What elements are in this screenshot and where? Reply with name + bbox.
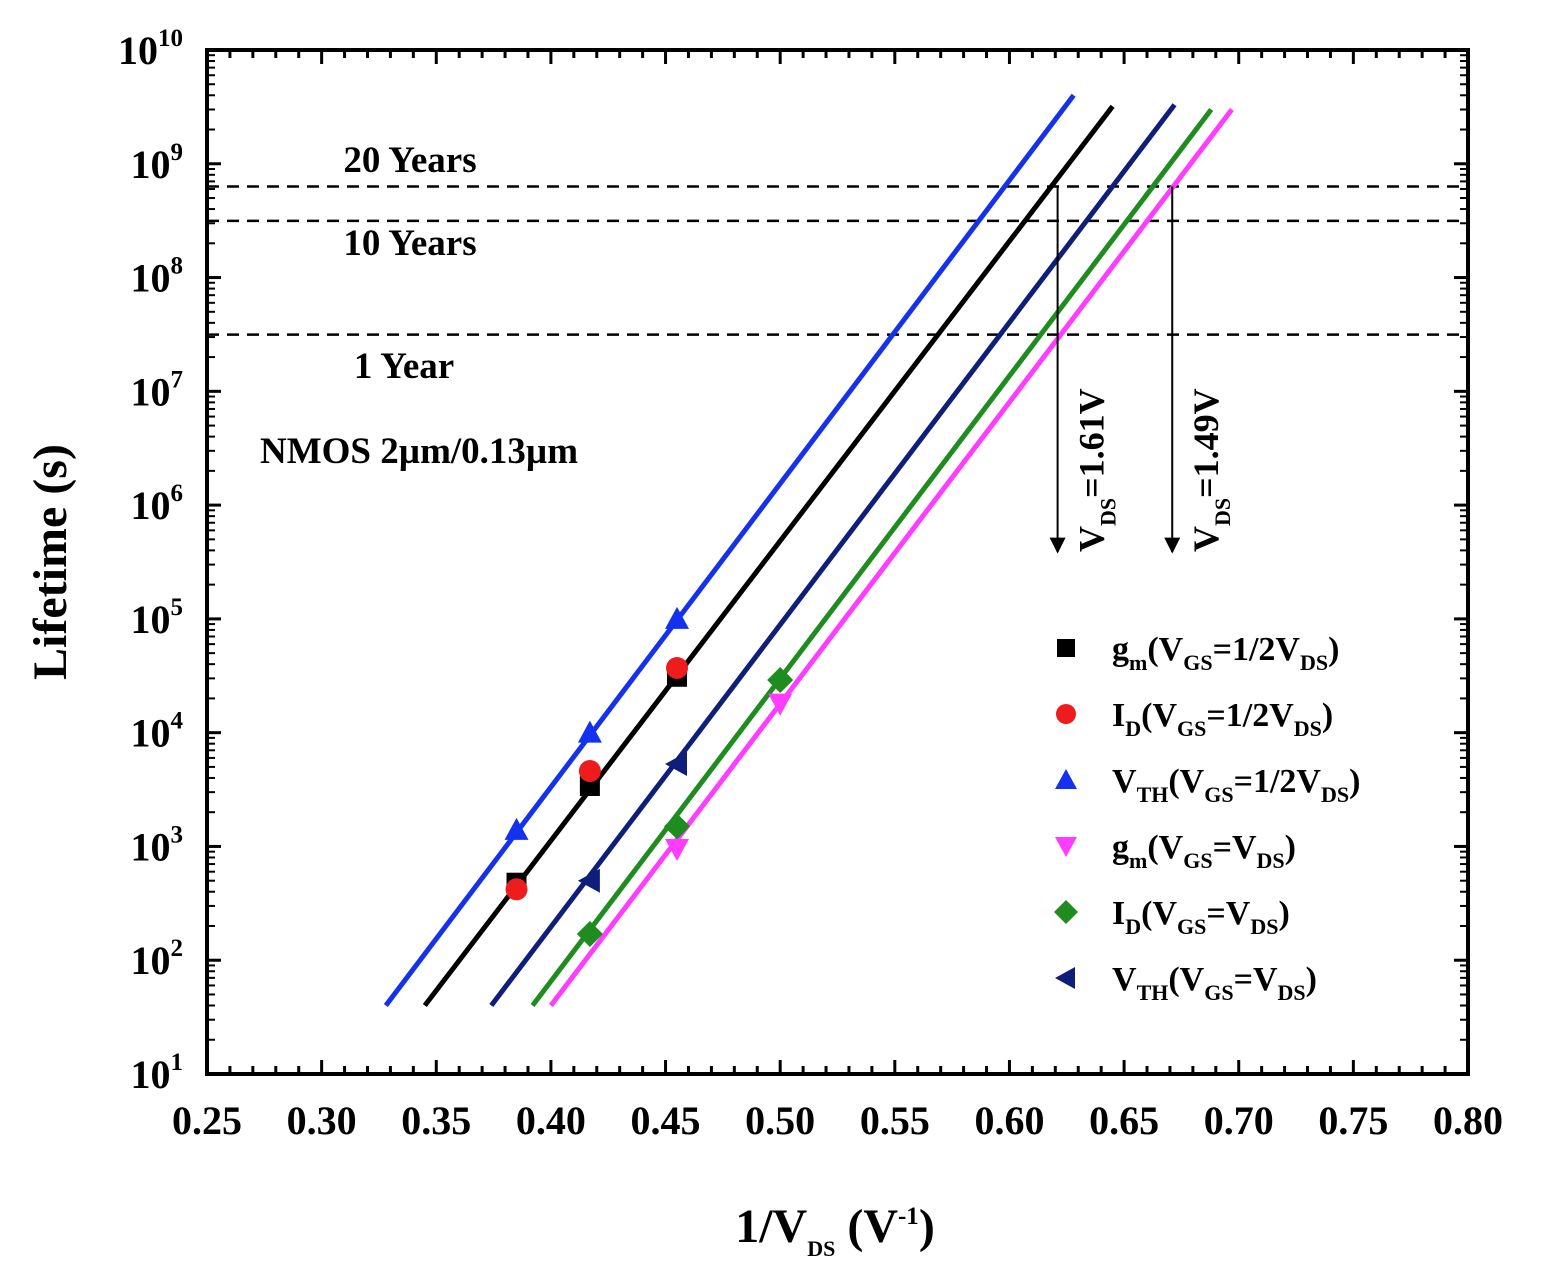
data-point — [666, 657, 689, 680]
data-point — [664, 813, 691, 840]
data-point — [665, 838, 690, 861]
x-tick-label: 0.25 — [172, 1098, 242, 1143]
axes-layer: 0.25 0.30 0.35 0.40 0.45 0.50 0.55 0.60 0.65 0.70… — [24, 25, 1503, 1261]
fit-line — [548, 107, 1234, 1008]
x-tick-label: 0.50 — [745, 1098, 815, 1143]
y-tick-label: 105 — [131, 594, 184, 642]
annotations-layer: VDS=1.61V VDS=1.49V NMOS 2µm/0.13µm — [260, 186, 1235, 554]
x-tick-label: 0.40 — [516, 1098, 586, 1143]
legend-marker — [1055, 967, 1075, 989]
y-tick-label: 103 — [131, 821, 184, 869]
data-point — [665, 606, 690, 629]
data-point — [665, 752, 688, 777]
y-tick-label: 101 — [131, 1049, 184, 1097]
y-tick-label: 107 — [131, 366, 184, 414]
legend-marker — [1055, 769, 1077, 789]
y-tick-label: 102 — [131, 935, 184, 983]
reference-line-label: 20 Years — [343, 140, 476, 181]
y-tick-label: 104 — [131, 708, 184, 756]
reference-line-label: 1 Year — [354, 346, 454, 387]
reference-lines-layer: 20 Years 10 Years 1 Year — [207, 140, 1468, 387]
legend-label: gm(VGS=VDS) — [1112, 829, 1296, 873]
x-tick-label: 0.70 — [1204, 1098, 1274, 1143]
x-tick-label: 0.60 — [974, 1098, 1044, 1143]
x-tick-label: 0.30 — [287, 1098, 357, 1143]
data-point — [767, 667, 794, 694]
legend-marker — [1055, 837, 1077, 857]
fit-line — [383, 93, 1076, 1008]
data-point — [505, 878, 528, 901]
y-axis-label: Lifetime (s) — [24, 444, 77, 680]
x-tick-label: 0.65 — [1089, 1098, 1159, 1143]
fit-line — [422, 104, 1115, 1008]
vds-arrow-label: VDS=1.61V — [1072, 388, 1121, 552]
x-axis-label: 1/VDS (V-1) — [735, 1200, 935, 1261]
y-tick-label: 1010 — [118, 25, 183, 73]
legend-marker — [1057, 639, 1075, 657]
data-point — [577, 720, 602, 743]
device-label: NMOS 2µm/0.13µm — [260, 431, 578, 472]
data-point — [504, 817, 529, 840]
legend-label: VTH(VGS=1/2VDS) — [1112, 763, 1360, 807]
reference-line-label: 10 Years — [343, 223, 476, 264]
x-tick-label: 0.80 — [1433, 1098, 1503, 1143]
x-tick-label: 0.45 — [631, 1098, 701, 1143]
data-point — [579, 775, 600, 796]
legend: gm(VGS=1/2VDS) ID(VGS=1/2VDS) VTH(VGS=1/2V… — [1054, 631, 1360, 1005]
x-tick-label: 0.75 — [1318, 1098, 1388, 1143]
data-points-layer — [504, 606, 794, 948]
data-point — [578, 760, 601, 783]
legend-label: VTH(VGS=VDS) — [1112, 961, 1317, 1005]
fit-line — [530, 107, 1214, 1008]
x-tick-label: 0.55 — [860, 1098, 930, 1143]
vds-arrow-label: VDS=1.49V — [1186, 388, 1235, 552]
y-tick-label: 108 — [131, 253, 184, 301]
data-point — [768, 693, 793, 716]
plot-frame — [205, 48, 1470, 1076]
legend-label: ID(VGS=VDS) — [1112, 895, 1290, 939]
y-tick-label: 106 — [131, 480, 184, 528]
legend-label: ID(VGS=1/2VDS) — [1112, 697, 1333, 741]
legend-marker — [1054, 900, 1078, 924]
fit-lines-layer — [383, 93, 1234, 1008]
x-tick-label: 0.35 — [401, 1098, 471, 1143]
legend-label: gm(VGS=1/2VDS) — [1112, 631, 1339, 675]
fit-line — [489, 103, 1177, 1008]
data-point — [576, 921, 603, 948]
legend-marker — [1056, 704, 1076, 724]
data-point — [577, 868, 600, 893]
y-tick-label: 109 — [131, 139, 184, 187]
